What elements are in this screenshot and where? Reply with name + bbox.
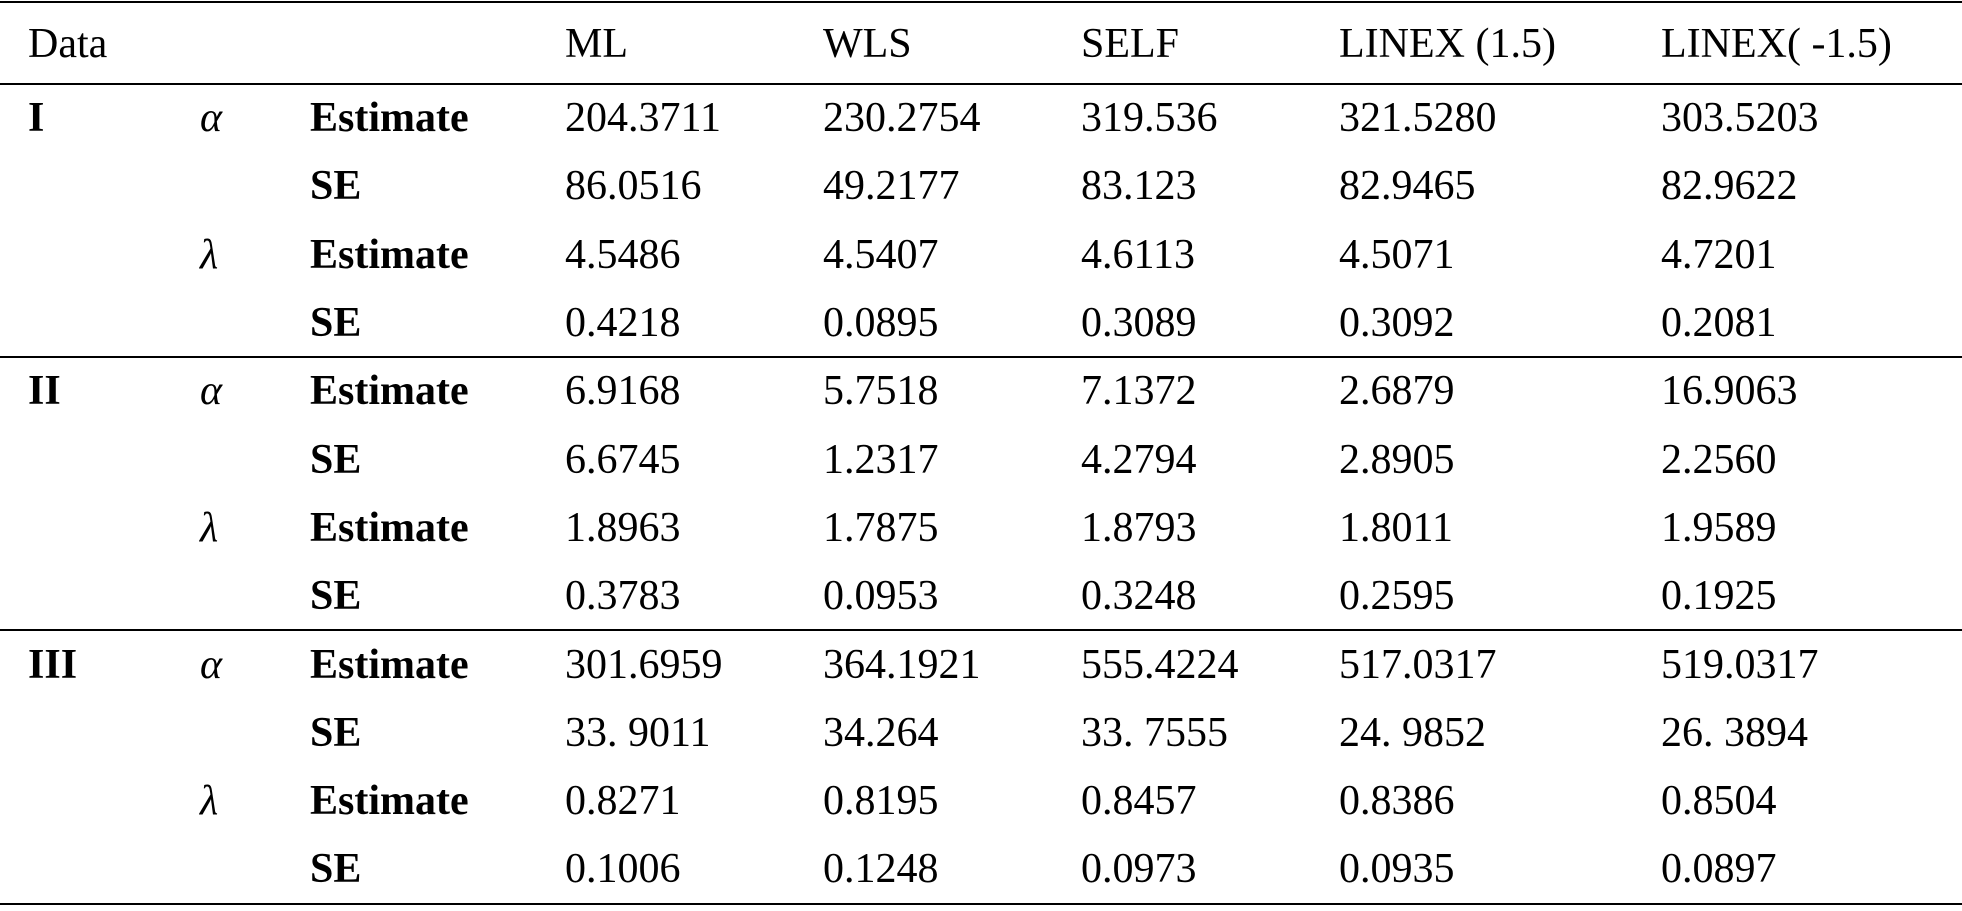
rule (0, 356, 1962, 359)
rule (0, 902, 1962, 905)
value-cell: 34.264 (823, 709, 939, 756)
value-cell: 16.9063 (1661, 368, 1798, 415)
value-cell: 82.9465 (1339, 163, 1476, 210)
header-cell: ML (565, 21, 628, 67)
value-cell: 0.2595 (1339, 573, 1455, 620)
value-cell: 555.4224 (1081, 641, 1239, 688)
parameter-symbol: λ (200, 231, 219, 278)
value-cell: 0.3089 (1081, 300, 1197, 347)
value-cell: 0.4218 (565, 300, 681, 347)
value-cell: 33. 9011 (565, 709, 711, 756)
parameter-symbol: α (200, 95, 223, 142)
value-cell: 230.2754 (823, 95, 981, 142)
statistic-label: Estimate (310, 95, 469, 142)
value-cell: 49.2177 (823, 163, 960, 210)
value-cell: 0.0973 (1081, 846, 1197, 893)
parameter-symbol: α (200, 641, 223, 688)
statistic-label: SE (310, 573, 362, 620)
value-cell: 2.2560 (1661, 436, 1777, 483)
value-cell: 0.0953 (823, 573, 939, 620)
header-cell: SELF (1081, 21, 1180, 67)
value-cell: 0.8504 (1661, 778, 1777, 825)
value-cell: 4.7201 (1661, 231, 1777, 278)
parameter-symbol: λ (200, 504, 219, 551)
value-cell: 4.2794 (1081, 436, 1197, 483)
value-cell: 6.6745 (565, 436, 681, 483)
statistic-label: SE (310, 846, 362, 893)
statistic-label: Estimate (310, 231, 469, 278)
value-cell: 0.1248 (823, 846, 939, 893)
rule (0, 629, 1962, 632)
value-cell: 1.9589 (1661, 504, 1777, 551)
statistic-label: Estimate (310, 641, 469, 688)
value-cell: 2.6879 (1339, 368, 1455, 415)
value-cell: 26. 3894 (1661, 709, 1808, 756)
value-cell: 0.0897 (1661, 846, 1777, 893)
statistic-label: SE (310, 436, 362, 483)
group-label: III (28, 641, 78, 688)
value-cell: 0.3783 (565, 573, 681, 620)
rule (0, 1, 1962, 3)
value-cell: 4.5486 (565, 231, 681, 278)
statistic-label: Estimate (310, 778, 469, 825)
value-cell: 1.8011 (1339, 504, 1453, 551)
value-cell: 83.123 (1081, 163, 1197, 210)
value-cell: 0.8271 (565, 778, 681, 825)
value-cell: 4.5071 (1339, 231, 1455, 278)
value-cell: 0.3092 (1339, 300, 1455, 347)
value-cell: 4.5407 (823, 231, 939, 278)
value-cell: 1.8963 (565, 504, 681, 551)
value-cell: 301.6959 (565, 641, 723, 688)
header-cell: LINEX( -1.5) (1661, 21, 1892, 67)
parameter-symbol: λ (200, 778, 219, 825)
rule (0, 83, 1962, 85)
value-cell: 33. 7555 (1081, 709, 1228, 756)
value-cell: 4.6113 (1081, 231, 1195, 278)
value-cell: 321.5280 (1339, 95, 1497, 142)
value-cell: 319.536 (1081, 95, 1218, 142)
value-cell: 0.1006 (565, 846, 681, 893)
value-cell: 0.8457 (1081, 778, 1197, 825)
header-cell: WLS (823, 21, 912, 67)
value-cell: 2.8905 (1339, 436, 1455, 483)
value-cell: 0.0895 (823, 300, 939, 347)
value-cell: 364.1921 (823, 641, 981, 688)
value-cell: 519.0317 (1661, 641, 1819, 688)
statistic-label: Estimate (310, 368, 469, 415)
value-cell: 5.7518 (823, 368, 939, 415)
value-cell: 0.1925 (1661, 573, 1777, 620)
value-cell: 204.3711 (565, 95, 721, 142)
value-cell: 7.1372 (1081, 368, 1197, 415)
header-cell: Data (28, 21, 108, 67)
header-cell: LINEX (1.5) (1339, 21, 1556, 67)
statistic-label: SE (310, 709, 362, 756)
parameter-symbol: α (200, 368, 223, 415)
value-cell: 0.2081 (1661, 300, 1777, 347)
value-cell: 24. 9852 (1339, 709, 1486, 756)
value-cell: 1.8793 (1081, 504, 1197, 551)
value-cell: 82.9622 (1661, 163, 1798, 210)
group-label: I (28, 95, 45, 142)
value-cell: 0.8386 (1339, 778, 1455, 825)
statistic-label: SE (310, 300, 362, 347)
value-cell: 6.9168 (565, 368, 681, 415)
value-cell: 0.3248 (1081, 573, 1197, 620)
statistic-label: Estimate (310, 504, 469, 551)
value-cell: 517.0317 (1339, 641, 1497, 688)
value-cell: 86.0516 (565, 163, 702, 210)
statistic-label: SE (310, 163, 362, 210)
value-cell: 0.8195 (823, 778, 939, 825)
value-cell: 1.7875 (823, 504, 939, 551)
value-cell: 0.0935 (1339, 846, 1455, 893)
group-label: II (28, 368, 61, 415)
value-cell: 303.5203 (1661, 95, 1819, 142)
value-cell: 1.2317 (823, 436, 939, 483)
